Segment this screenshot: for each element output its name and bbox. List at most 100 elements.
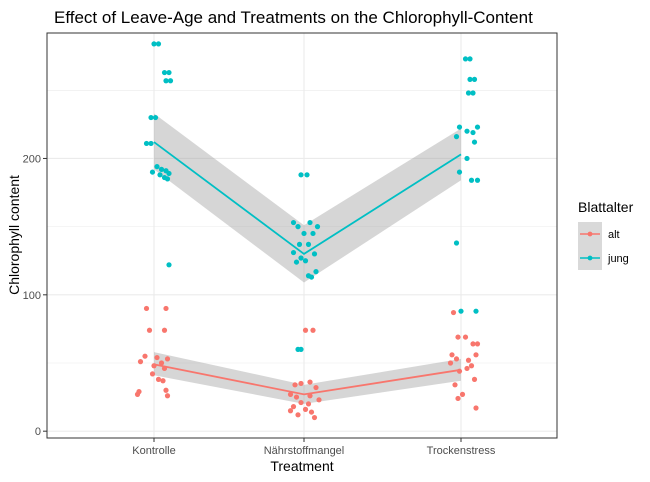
- data-point-alt: [154, 354, 160, 361]
- data-point-alt: [449, 352, 455, 358]
- legend-key-point: [587, 255, 593, 261]
- legend-label-alt: alt: [608, 229, 620, 241]
- data-point-jung: [154, 164, 160, 170]
- y-tick-label: 0: [35, 426, 41, 438]
- data-point-jung: [143, 140, 150, 147]
- data-point-jung: [308, 274, 315, 280]
- data-point-jung: [298, 346, 304, 352]
- data-point-jung: [310, 230, 316, 237]
- data-point-jung: [163, 78, 169, 84]
- legend-title: Blattalter: [578, 199, 634, 215]
- data-point-alt: [149, 371, 156, 377]
- data-point-jung: [166, 170, 172, 177]
- data-point-alt: [295, 412, 301, 418]
- data-point-alt: [302, 327, 309, 333]
- data-point-jung: [456, 169, 463, 175]
- data-point-jung: [151, 41, 157, 47]
- data-point-alt: [302, 406, 309, 412]
- data-point-jung: [313, 269, 319, 275]
- data-point-jung: [290, 219, 297, 226]
- data-point-jung: [474, 124, 481, 130]
- data-point-alt: [298, 380, 304, 387]
- data-point-alt: [290, 404, 297, 410]
- data-point-alt: [143, 305, 150, 312]
- legend-label-jung: jung: [607, 253, 629, 265]
- data-point-alt: [462, 334, 469, 340]
- data-point-jung: [470, 90, 476, 96]
- panel-border: [46, 32, 558, 439]
- data-point-alt: [459, 391, 466, 397]
- data-point-alt: [292, 382, 298, 388]
- data-point-jung: [296, 241, 303, 247]
- data-point-alt: [142, 353, 148, 359]
- data-point-jung: [464, 128, 470, 134]
- data-point-alt: [308, 409, 315, 415]
- data-point-alt: [453, 356, 460, 362]
- data-point-alt: [305, 401, 312, 407]
- data-point-alt: [134, 391, 141, 397]
- data-point-jung: [311, 251, 318, 257]
- data-point-alt: [164, 356, 171, 362]
- data-point-jung: [314, 224, 321, 230]
- data-point-jung: [473, 308, 479, 314]
- data-point-jung: [462, 56, 469, 62]
- trend-lines: [153, 141, 462, 396]
- data-point-alt: [293, 394, 300, 400]
- trend-line-alt: [153, 363, 462, 396]
- data-point-alt: [316, 397, 322, 403]
- data-point-jung: [453, 240, 460, 246]
- data-point-alt: [137, 359, 144, 365]
- data-point-jung: [474, 177, 481, 183]
- y-axis-title: Chlorophyll content: [6, 175, 22, 295]
- y-tick-label: 200: [23, 153, 41, 165]
- data-point-alt: [473, 352, 479, 358]
- data-point-jung: [467, 76, 473, 82]
- x-axis-title: Treatment: [270, 458, 333, 474]
- data-point-jung: [468, 177, 475, 183]
- data-point-jung: [298, 172, 304, 178]
- data-point-alt: [146, 327, 153, 333]
- data-point-jung: [470, 129, 476, 136]
- data-point-jung: [166, 262, 172, 268]
- data-point-jung: [167, 78, 174, 84]
- data-point-alt: [468, 363, 475, 369]
- axes: 0 100 200 Kontrolle Nährstoffmangel Trockenst…: [23, 32, 558, 457]
- data-point-alt: [471, 376, 478, 382]
- data-point-alt: [307, 379, 313, 385]
- data-point-alt: [465, 357, 472, 363]
- data-point-jung: [157, 172, 163, 178]
- data-point-jung: [290, 249, 297, 256]
- data-point-jung: [161, 69, 168, 76]
- data-point-jung: [152, 114, 159, 121]
- data-point-alt: [447, 360, 454, 366]
- data-point-alt: [158, 360, 165, 366]
- data-point-jung: [149, 169, 156, 175]
- y-tick-label: 100: [23, 290, 41, 302]
- data-point-jung: [148, 140, 154, 147]
- confidence-bands: [154, 113, 461, 404]
- data-point-alt: [164, 393, 171, 399]
- data-point-jung: [471, 76, 478, 82]
- data-point-jung: [164, 176, 171, 182]
- data-point-jung: [293, 259, 300, 265]
- data-point-alt: [311, 414, 318, 421]
- x-tick-label: Trockenstress: [427, 445, 496, 457]
- data-point-alt: [163, 305, 169, 312]
- data-point-jung: [158, 166, 165, 172]
- data-point-jung: [166, 69, 172, 76]
- x-tick-label: Kontrolle: [132, 445, 175, 457]
- data-point-jung: [298, 255, 304, 261]
- data-point-alt: [450, 309, 457, 316]
- data-point-alt: [455, 395, 461, 402]
- data-point-alt: [155, 376, 162, 382]
- confidence-band-alt: [154, 352, 461, 404]
- data-point-jung: [307, 219, 313, 226]
- x-tick-label: Nährstoffmangel: [264, 445, 345, 457]
- data-point-jung: [465, 90, 472, 96]
- data-point-jung: [458, 308, 464, 314]
- data-point-jung: [155, 41, 162, 47]
- data-point-alt: [310, 327, 316, 333]
- data-point-jung: [304, 172, 310, 178]
